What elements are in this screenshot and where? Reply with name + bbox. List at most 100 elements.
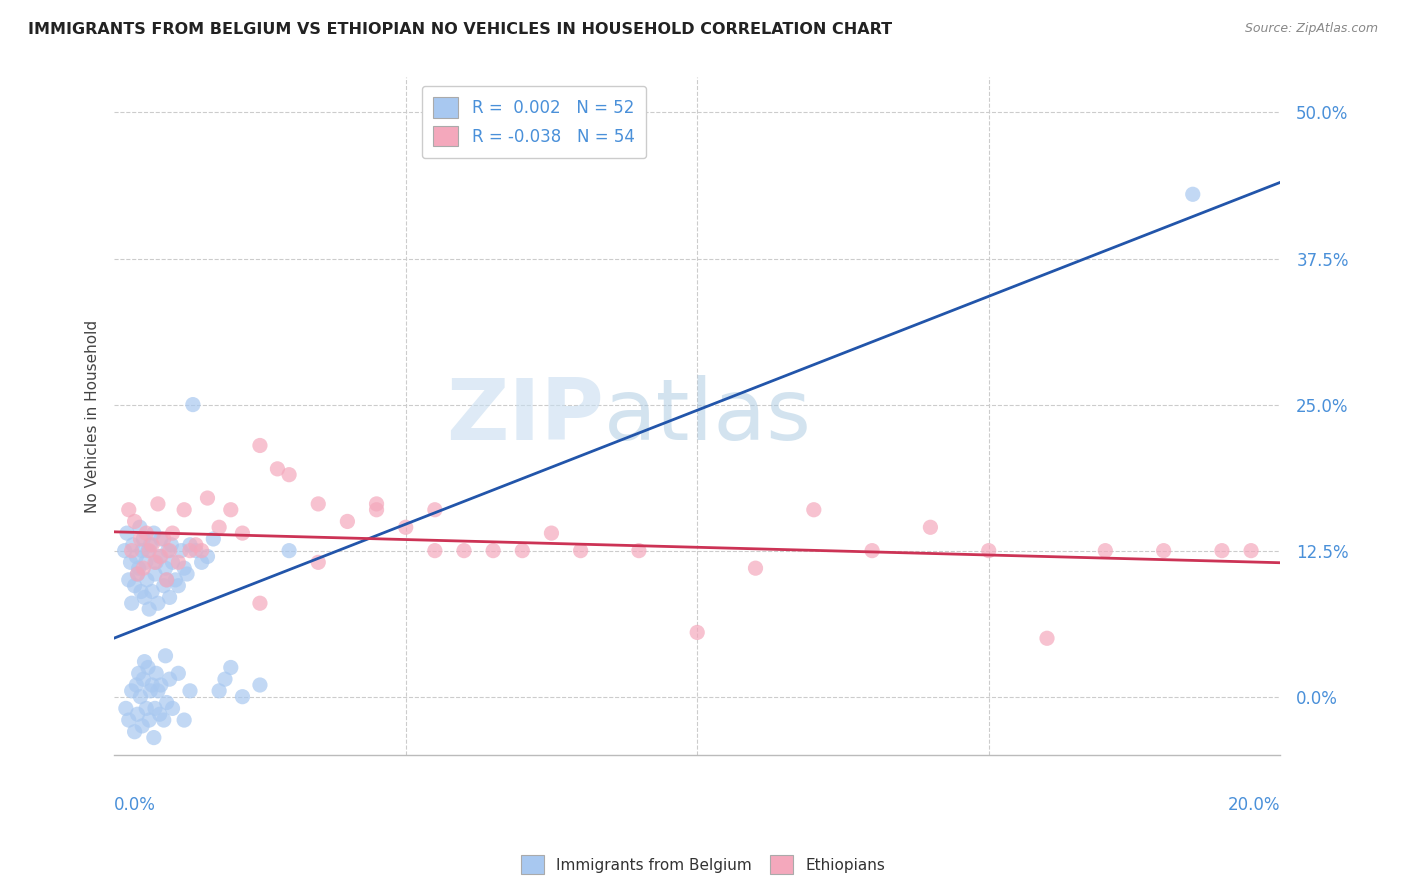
Point: [138, 602, 160, 616]
Point: [179, 683, 201, 698]
Point: [920, 520, 942, 534]
Point: [159, 591, 181, 605]
Point: [128, 561, 150, 575]
Point: [744, 561, 766, 575]
Point: [146, 497, 169, 511]
Point: [336, 515, 359, 529]
Text: Source: ZipAtlas.com: Source: ZipAtlas.com: [1244, 22, 1378, 36]
Point: [278, 467, 301, 482]
Point: [155, 648, 177, 663]
Text: atlas: atlas: [605, 375, 811, 458]
Point: [142, 526, 165, 541]
Point: [423, 502, 446, 516]
Point: [121, 683, 143, 698]
Point: [190, 543, 212, 558]
Point: [118, 502, 141, 516]
Point: [160, 538, 183, 552]
Point: [307, 555, 329, 569]
Point: [190, 555, 212, 569]
Point: [129, 584, 152, 599]
Point: [135, 526, 157, 541]
Point: [197, 491, 219, 505]
Point: [249, 438, 271, 452]
Point: [152, 713, 174, 727]
Point: [128, 666, 150, 681]
Point: [395, 520, 418, 534]
Point: [135, 555, 157, 569]
Point: [249, 596, 271, 610]
Point: [155, 561, 177, 575]
Point: [136, 660, 159, 674]
Point: [131, 543, 153, 558]
Point: [173, 713, 195, 727]
Text: IMMIGRANTS FROM BELGIUM VS ETHIOPIAN NO VEHICLES IN HOUSEHOLD CORRELATION CHART: IMMIGRANTS FROM BELGIUM VS ETHIOPIAN NO …: [28, 22, 893, 37]
Point: [156, 573, 179, 587]
Point: [219, 502, 242, 516]
Point: [125, 678, 148, 692]
Point: [120, 555, 142, 569]
Point: [156, 696, 179, 710]
Point: [278, 543, 301, 558]
Point: [1211, 543, 1233, 558]
Point: [121, 543, 143, 558]
Y-axis label: No Vehicles in Household: No Vehicles in Household: [86, 319, 100, 513]
Point: [231, 526, 253, 541]
Point: [129, 532, 152, 546]
Point: [366, 502, 388, 516]
Point: [1240, 543, 1263, 558]
Point: [149, 532, 172, 546]
Point: [115, 701, 138, 715]
Point: [803, 502, 825, 516]
Point: [146, 683, 169, 698]
Point: [114, 543, 136, 558]
Point: [159, 672, 181, 686]
Point: [135, 701, 157, 715]
Point: [124, 515, 146, 529]
Point: [141, 584, 163, 599]
Point: [219, 660, 242, 674]
Point: [231, 690, 253, 704]
Point: [423, 543, 446, 558]
Point: [128, 520, 150, 534]
Point: [149, 549, 172, 564]
Point: [135, 573, 157, 587]
Point: [214, 672, 236, 686]
Point: [165, 573, 187, 587]
Point: [162, 555, 184, 569]
Point: [127, 567, 149, 582]
Legend: Immigrants from Belgium, Ethiopians: Immigrants from Belgium, Ethiopians: [515, 849, 891, 880]
Point: [121, 596, 143, 610]
Point: [145, 555, 167, 569]
Text: 0.0%: 0.0%: [114, 796, 156, 814]
Point: [141, 538, 163, 552]
Point: [184, 543, 207, 558]
Point: [138, 713, 160, 727]
Point: [569, 543, 592, 558]
Point: [482, 543, 505, 558]
Point: [627, 543, 650, 558]
Point: [1181, 187, 1204, 202]
Point: [127, 707, 149, 722]
Point: [156, 573, 179, 587]
Point: [184, 538, 207, 552]
Point: [202, 532, 225, 546]
Point: [173, 561, 195, 575]
Point: [139, 683, 162, 698]
Point: [167, 579, 190, 593]
Point: [156, 543, 179, 558]
Point: [162, 526, 184, 541]
Point: [686, 625, 709, 640]
Legend: R =  0.002   N = 52, R = -0.038   N = 54: R = 0.002 N = 52, R = -0.038 N = 54: [422, 86, 647, 158]
Point: [127, 567, 149, 582]
Point: [124, 579, 146, 593]
Text: ZIP: ZIP: [446, 375, 605, 458]
Point: [115, 526, 138, 541]
Point: [173, 502, 195, 516]
Point: [134, 591, 156, 605]
Point: [197, 549, 219, 564]
Point: [860, 543, 883, 558]
Point: [125, 549, 148, 564]
Point: [540, 526, 562, 541]
Point: [307, 497, 329, 511]
Point: [145, 666, 167, 681]
